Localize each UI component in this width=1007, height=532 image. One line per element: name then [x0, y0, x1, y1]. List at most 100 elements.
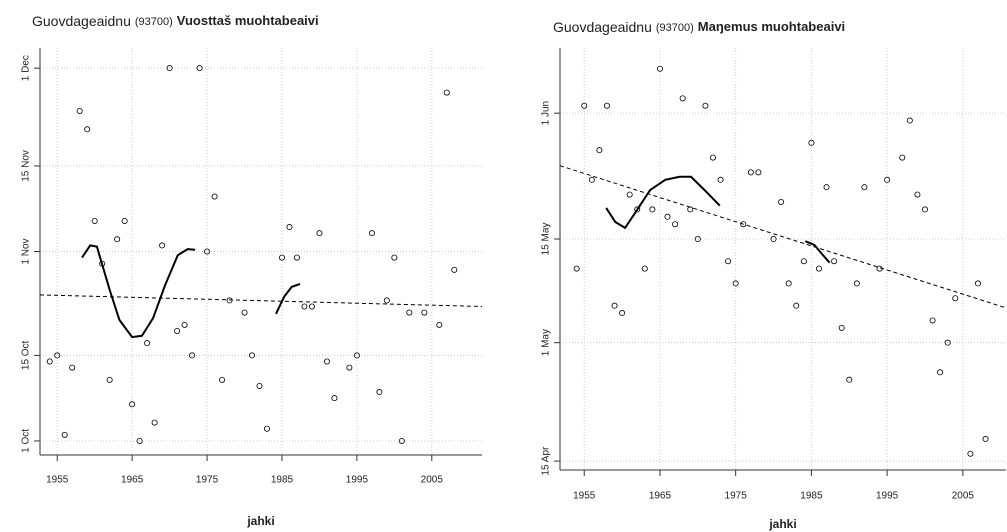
data-point	[196, 65, 203, 72]
data-point	[383, 297, 390, 304]
data-point	[755, 169, 762, 176]
data-point	[391, 254, 398, 261]
data-point	[785, 280, 792, 287]
data-point	[189, 352, 196, 359]
data-point	[672, 221, 679, 228]
y-tick-label: 15 Oct	[21, 340, 32, 370]
data-point	[709, 154, 716, 161]
data-point	[823, 184, 830, 191]
y-tick-label: 15 Nov	[21, 150, 32, 182]
data-point	[952, 295, 959, 302]
data-point	[921, 206, 928, 213]
data-point	[368, 230, 375, 237]
data-point	[406, 309, 413, 316]
data-point	[603, 102, 610, 109]
data-point	[717, 176, 724, 183]
data-point	[929, 317, 936, 324]
data-point	[69, 364, 76, 371]
data-point	[166, 65, 173, 72]
data-point	[770, 236, 777, 243]
data-point	[436, 321, 443, 328]
data-point	[151, 419, 158, 426]
panel: Guovdageaidnu (93700) Vuosttaš muohtabeaiv…	[21, 13, 482, 528]
chart-title: Guovdageaidnu (93700) Vuosttaš muohtabeaiv…	[32, 13, 319, 29]
data-point	[286, 224, 293, 231]
x-tick-label: 1995	[876, 491, 899, 502]
data-point	[853, 280, 860, 287]
data-point	[838, 324, 845, 331]
data-point	[596, 147, 603, 154]
title-station: (93700)	[135, 16, 173, 28]
data-point	[301, 303, 308, 310]
title-station: (93700)	[656, 22, 694, 34]
data-point	[778, 198, 785, 205]
data-point	[129, 401, 136, 408]
data-point	[725, 258, 732, 265]
data-point	[331, 395, 338, 402]
data-point	[694, 236, 701, 243]
data-point	[353, 352, 360, 359]
x-tick-label: 1965	[649, 491, 672, 502]
y-tick-label: 1 May	[541, 329, 552, 356]
data-point	[974, 280, 981, 287]
trend-line	[40, 294, 482, 307]
data-point	[664, 213, 671, 220]
data-point	[944, 339, 951, 346]
data-point	[626, 191, 633, 198]
x-axis-label: jahki	[768, 517, 796, 531]
data-point	[815, 265, 822, 272]
data-point	[702, 102, 709, 109]
data-point	[793, 302, 800, 309]
title-subtitle: Maŋemus muohtabeaivi	[698, 19, 845, 34]
data-point	[641, 265, 648, 272]
x-axis-label: jahki	[246, 514, 274, 528]
y-tick-label: 1 Dec	[21, 55, 32, 81]
data-point	[76, 107, 83, 114]
data-point	[308, 303, 315, 310]
data-point	[982, 435, 989, 442]
data-point	[876, 265, 883, 272]
data-point	[159, 242, 166, 249]
x-tick-label: 1965	[121, 475, 144, 486]
x-tick-label: 1985	[800, 491, 823, 502]
data-point	[899, 154, 906, 161]
plot-area	[40, 65, 482, 444]
data-point	[121, 217, 128, 224]
x-tick-label: 1955	[46, 475, 69, 486]
data-point	[241, 309, 248, 316]
data-point	[421, 309, 428, 316]
data-point	[573, 265, 580, 272]
plot-area	[560, 65, 1006, 457]
data-point	[211, 193, 218, 200]
data-point	[800, 258, 807, 265]
y-tick-label: 1 Nov	[21, 238, 32, 264]
y-tick-label: 15 May	[541, 223, 552, 256]
smooth-curve	[81, 244, 196, 339]
data-point	[293, 254, 300, 261]
x-tick-label: 2005	[952, 491, 975, 502]
y-tick-label: 1 Jun	[541, 101, 552, 125]
data-point	[861, 184, 868, 191]
data-point	[226, 297, 233, 304]
data-point	[249, 352, 256, 359]
smooth-curve	[804, 240, 831, 264]
data-point	[443, 89, 450, 96]
x-tick-label: 1955	[573, 491, 596, 502]
data-point	[740, 221, 747, 228]
smooth-curve	[605, 175, 721, 230]
x-tick-label: 1975	[725, 491, 748, 502]
data-point	[346, 364, 353, 371]
data-point	[144, 340, 151, 347]
data-point	[967, 450, 974, 457]
data-point	[732, 280, 739, 287]
title-place: Guovdageaidnu	[553, 19, 652, 35]
data-point	[884, 176, 891, 183]
chart-title: Guovdageaidnu (93700) Maŋemus muohtabeaivi	[553, 19, 845, 35]
data-point	[316, 230, 323, 237]
data-point	[656, 65, 663, 72]
data-point	[679, 95, 686, 102]
data-point	[136, 437, 143, 444]
data-point	[99, 260, 106, 267]
smooth-curve	[275, 282, 301, 315]
